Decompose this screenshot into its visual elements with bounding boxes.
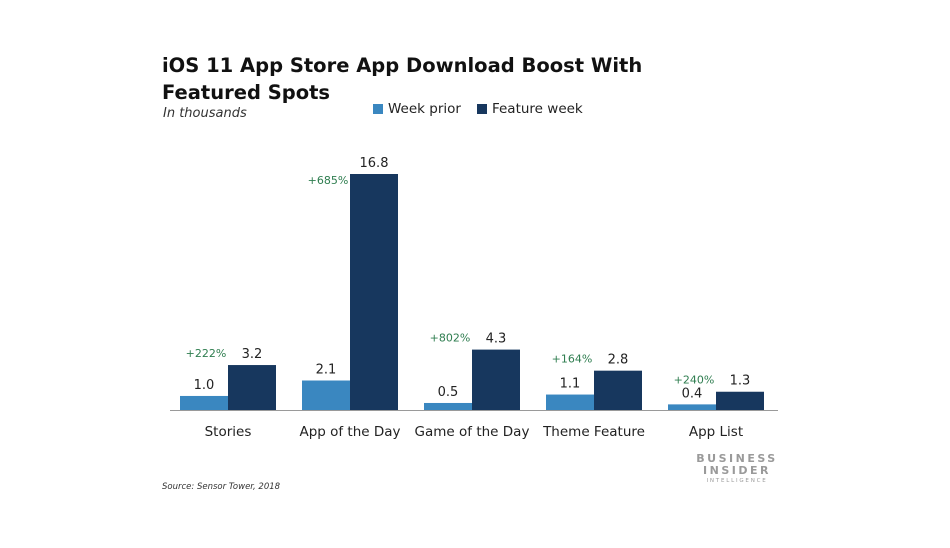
data-label-feature-week-game-of-the-day: 4.3 [486, 332, 507, 347]
data-label-feature-week-stories: 3.2 [242, 347, 263, 362]
logo-line-insider: INSIDER [703, 464, 771, 477]
chart-subtitle: In thousands [163, 106, 247, 121]
logo-line-business: BUSINESS [696, 452, 778, 465]
data-label-feature-week-app-list: 1.3 [730, 374, 751, 389]
category-label-theme-feature: Theme Feature [542, 424, 645, 440]
legend-label-week-prior: Week prior [388, 101, 461, 117]
legend-swatch-week-prior [373, 104, 383, 114]
bar-week-prior-stories [180, 395, 228, 410]
legend-label-feature-week: Feature week [491, 101, 583, 117]
growth-label-app-list: +240% [674, 374, 715, 387]
legend-swatch-feature-week [476, 104, 487, 114]
data-label-week-prior-app-of-the-day: 2.1 [316, 363, 337, 378]
data-label-week-prior-game-of-the-day: 0.5 [438, 385, 459, 400]
growth-label-stories: +222% [186, 347, 227, 360]
category-label-game-of-the-day: Game of the Day [415, 424, 530, 440]
source-note: Source: Sensor Tower, 2018 [162, 482, 281, 492]
legend-item-feature-week: Feature week [476, 101, 583, 117]
growth-label-app-of-the-day: +685% [308, 174, 349, 187]
data-label-feature-week-app-of-the-day: 16.8 [360, 156, 389, 171]
category-label-app-list: App List [689, 424, 743, 440]
chart-title: iOS 11 App Store App Download Boost With… [162, 54, 643, 104]
legend-item-week-prior: Week prior [373, 101, 461, 117]
category-label-stories: Stories [205, 424, 252, 440]
data-label-week-prior-theme-feature: 1.1 [560, 377, 581, 392]
data-label-week-prior-stories: 1.0 [194, 378, 215, 393]
data-label-week-prior-app-list: 0.4 [682, 386, 703, 401]
bar-week-prior-game-of-the-day [424, 402, 472, 410]
bar-feature-week-stories [228, 365, 276, 410]
data-label-feature-week-theme-feature: 2.8 [608, 353, 629, 368]
logo-line-intelligence: INTELLIGENCE [706, 478, 768, 484]
growth-label-theme-feature: +164% [552, 353, 593, 366]
growth-label-game-of-the-day: +802% [430, 332, 471, 345]
bar-week-prior-app-list [668, 404, 716, 410]
bar-feature-week-app-of-the-day [350, 174, 398, 410]
bar-feature-week-theme-feature [594, 370, 642, 410]
bar-feature-week-game-of-the-day [472, 349, 520, 410]
bar-feature-week-app-list [716, 391, 764, 410]
bar-week-prior-theme-feature [546, 394, 594, 410]
chart-legend: Week prior Feature week [373, 101, 599, 117]
business-insider-logo: BUSINESS INSIDER INTELLIGENCE [692, 453, 782, 485]
bar-week-prior-app-of-the-day [302, 380, 350, 410]
category-label-app-of-the-day: App of the Day [299, 424, 400, 440]
